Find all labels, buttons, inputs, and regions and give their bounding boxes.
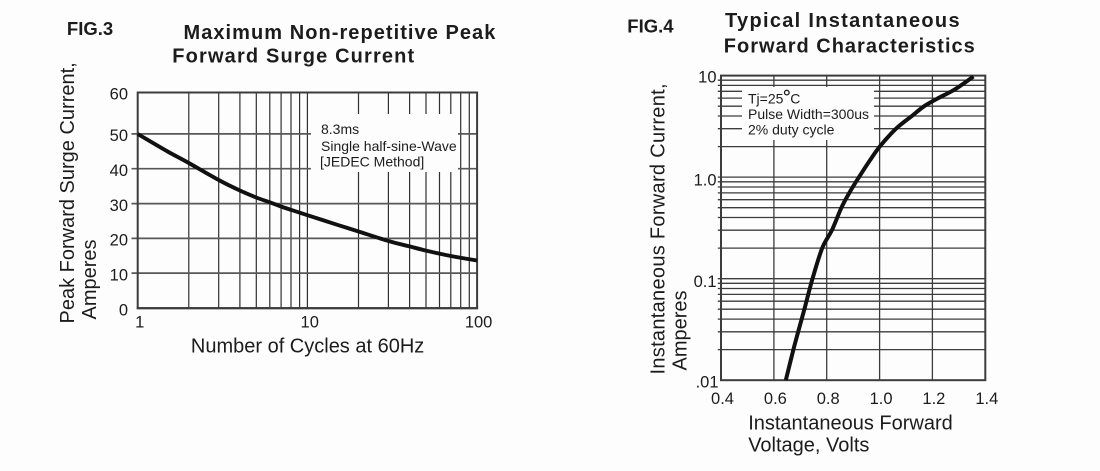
svg-text:Forward Characteristics: Forward Characteristics	[724, 36, 976, 58]
svg-text:60: 60	[110, 86, 128, 104]
svg-text:FIG.4: FIG.4	[627, 16, 674, 37]
svg-text:Instantaneous Forward Current,: Instantaneous Forward Current,	[648, 83, 670, 374]
svg-text:Number of Cycles at 60Hz: Number of Cycles at 60Hz	[191, 336, 424, 358]
svg-text:Maximum Non-repetitive Peak: Maximum Non-repetitive Peak	[184, 22, 497, 44]
svg-text:1.4: 1.4	[975, 390, 998, 408]
svg-text:Amperes: Amperes	[670, 290, 692, 370]
svg-text:100: 100	[465, 314, 493, 332]
svg-text:Voltage, Volts: Voltage, Volts	[748, 435, 869, 457]
svg-text:Amperes: Amperes	[79, 239, 101, 319]
svg-text:8.3ms: 8.3ms	[321, 121, 359, 137]
svg-text:[JEDEC Method]: [JEDEC Method]	[320, 153, 424, 169]
svg-text:10: 10	[698, 69, 716, 87]
svg-text:Tj=25: Tj=25	[748, 91, 784, 107]
svg-text:40: 40	[110, 162, 128, 180]
svg-text:Instantaneous Forward: Instantaneous Forward	[748, 413, 953, 435]
svg-text:Typical Instantaneous: Typical Instantaneous	[725, 10, 961, 32]
svg-text:0.4: 0.4	[711, 390, 734, 408]
svg-text:C: C	[790, 91, 800, 107]
svg-text:1.0: 1.0	[694, 172, 717, 190]
svg-text:2% duty cycle: 2% duty cycle	[748, 121, 835, 137]
svg-text:0.6: 0.6	[764, 390, 787, 408]
svg-text:10: 10	[110, 266, 128, 284]
svg-text:Single half-sine-Wave: Single half-sine-Wave	[321, 138, 457, 154]
svg-text:0.8: 0.8	[817, 390, 840, 408]
svg-text:30: 30	[110, 197, 128, 215]
svg-text:0.1: 0.1	[694, 273, 717, 291]
svg-text:10: 10	[301, 314, 319, 332]
svg-text:1.0: 1.0	[870, 390, 893, 408]
svg-text:50: 50	[110, 127, 128, 145]
svg-text:1: 1	[135, 314, 144, 332]
svg-text:0: 0	[119, 301, 128, 319]
svg-text:Forward Surge Current: Forward Surge Current	[172, 46, 415, 68]
svg-text:.01: .01	[696, 374, 719, 392]
svg-text:Pulse Width=300us: Pulse Width=300us	[748, 106, 869, 122]
svg-text:20: 20	[110, 232, 128, 250]
svg-text:Peak Forward Surge Current,: Peak Forward Surge Current,	[57, 62, 79, 323]
svg-text:1.2: 1.2	[922, 390, 945, 408]
svg-text:FIG.3: FIG.3	[67, 18, 113, 39]
